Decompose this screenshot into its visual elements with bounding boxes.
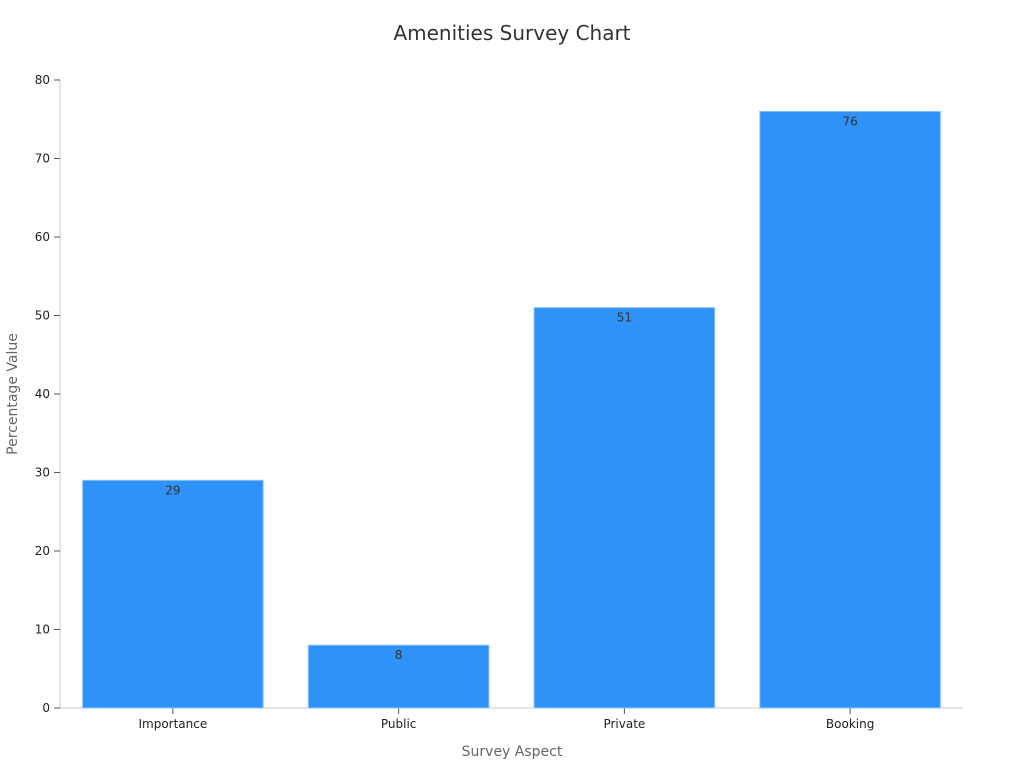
y-tick-label: 40 <box>35 387 50 401</box>
y-tick-label: 10 <box>35 623 50 637</box>
y-tick-label: 20 <box>35 544 50 558</box>
bar <box>307 644 490 709</box>
data-label: 29 <box>165 483 180 497</box>
y-tick-label: 70 <box>35 152 50 166</box>
bar <box>533 307 716 709</box>
x-tick-label: Importance <box>138 717 207 731</box>
x-axis: Importance Public Private Booking <box>60 707 963 731</box>
data-labels: 29 8 51 76 <box>165 114 858 662</box>
y-tick-label: 0 <box>42 701 50 715</box>
bar <box>759 110 941 709</box>
y-tick-label: 30 <box>35 466 50 480</box>
x-axis-label: Survey Aspect <box>462 744 563 760</box>
y-axis-label: Percentage Value <box>5 333 21 455</box>
bars <box>82 110 941 709</box>
data-label: 8 <box>395 648 403 662</box>
x-tick-label: Public <box>381 717 417 731</box>
data-label: 76 <box>842 114 857 128</box>
bar <box>82 479 264 709</box>
y-axis: 0 10 20 30 40 50 60 70 80 <box>35 73 61 715</box>
y-tick-label: 50 <box>35 309 50 323</box>
x-tick-label: Booking <box>826 717 874 731</box>
chart-title: Amenities Survey Chart <box>393 21 630 45</box>
y-tick-label: 60 <box>35 230 50 244</box>
data-label: 51 <box>617 311 632 325</box>
y-tick-label: 80 <box>35 73 50 87</box>
x-tick-label: Private <box>603 717 645 731</box>
